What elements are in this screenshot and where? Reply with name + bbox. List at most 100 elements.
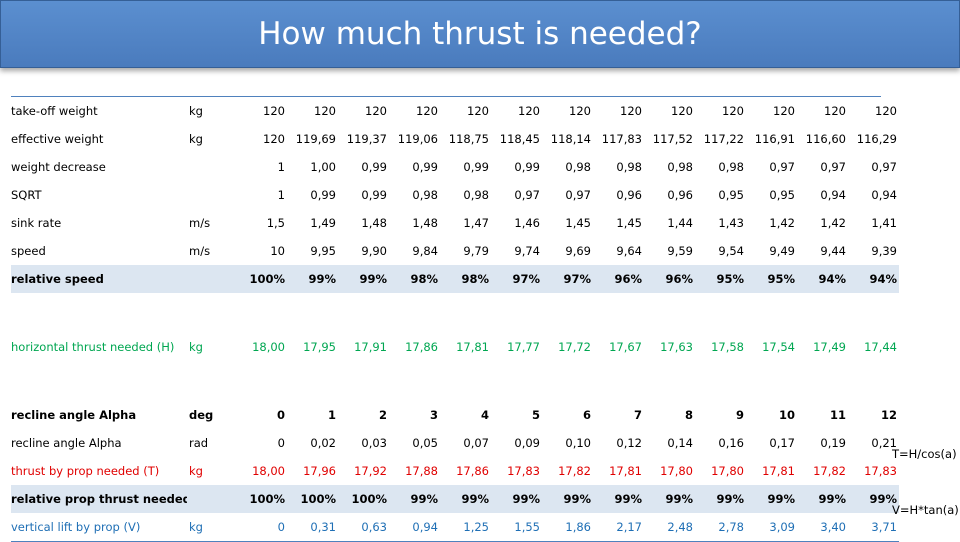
value-cell: 120 bbox=[569, 104, 591, 118]
value-cell: 120 bbox=[875, 104, 897, 118]
value-cell: 0,09 bbox=[514, 436, 540, 450]
row-label: SQRT bbox=[11, 188, 42, 202]
value-cell: 17,54 bbox=[762, 340, 795, 354]
value-cell: 99% bbox=[338, 265, 389, 293]
value-cell: 17,77 bbox=[507, 340, 540, 354]
table-row: SQRT 1 0,99 0,99 0,98 0,98 0,97 0,97 0,96 0,96 0,9… bbox=[11, 181, 899, 209]
table-row: relative prop thrust needed 100% 100% 100% 9… bbox=[11, 485, 899, 513]
value-cell: 0,98 bbox=[616, 160, 642, 174]
value-cell: 99% bbox=[848, 485, 899, 513]
value-cell: 99% bbox=[389, 485, 440, 513]
value-cell: 0,97 bbox=[514, 188, 540, 202]
value-cell: 1,42 bbox=[769, 216, 795, 230]
value-cell: 1,41 bbox=[871, 216, 897, 230]
value-cell: 9,90 bbox=[361, 244, 387, 258]
value-cell: 8 bbox=[684, 408, 693, 422]
value-cell: 1,25 bbox=[440, 513, 491, 542]
value-cell: 0,94 bbox=[820, 188, 846, 202]
row-unit bbox=[187, 485, 236, 513]
value-cell: 0,96 bbox=[616, 188, 642, 202]
value-cell: 99% bbox=[542, 485, 593, 513]
value-cell: 18,00 bbox=[252, 464, 285, 478]
value-cell: 3,40 bbox=[797, 513, 848, 542]
value-cell: 17,67 bbox=[609, 340, 642, 354]
value-cell: 1,45 bbox=[565, 216, 591, 230]
slide-title: How much thrust is needed? bbox=[258, 16, 702, 52]
value-cell: 1,55 bbox=[491, 513, 542, 542]
value-cell: 17,58 bbox=[711, 340, 744, 354]
value-cell: 0,02 bbox=[310, 436, 336, 450]
value-cell: 17,44 bbox=[864, 340, 897, 354]
value-cell: 0,99 bbox=[463, 160, 489, 174]
value-cell: 0 bbox=[236, 513, 287, 542]
value-cell: 0,99 bbox=[412, 160, 438, 174]
value-cell: 0,97 bbox=[565, 188, 591, 202]
value-cell: 98% bbox=[389, 265, 440, 293]
value-cell: 17,95 bbox=[303, 340, 336, 354]
value-cell: 1,46 bbox=[514, 216, 540, 230]
value-cell: 120 bbox=[773, 104, 795, 118]
value-cell: 99% bbox=[797, 485, 848, 513]
value-cell: 0,21 bbox=[871, 436, 897, 450]
row-unit bbox=[187, 265, 236, 293]
table-row: thrust by prop needed (T) kg 18,00 17,96 17,… bbox=[11, 457, 899, 485]
value-cell: 1,45 bbox=[616, 216, 642, 230]
value-cell: 17,63 bbox=[660, 340, 693, 354]
value-cell: 120 bbox=[263, 104, 285, 118]
value-cell: 118,14 bbox=[550, 132, 591, 146]
value-cell: 0,17 bbox=[769, 436, 795, 450]
value-cell: 0,98 bbox=[412, 188, 438, 202]
value-cell: 2,78 bbox=[695, 513, 746, 542]
value-cell: 17,86 bbox=[456, 464, 489, 478]
value-cell: 99% bbox=[644, 485, 695, 513]
value-cell: 116,60 bbox=[805, 132, 846, 146]
value-cell: 0,99 bbox=[361, 188, 387, 202]
value-cell: 1 bbox=[277, 160, 285, 174]
row-unit: kg bbox=[189, 104, 203, 118]
value-cell: 119,06 bbox=[397, 132, 438, 146]
lift-formula: V=H*tan(a) bbox=[892, 503, 959, 517]
spacer-row bbox=[11, 313, 899, 333]
value-cell: 9,39 bbox=[871, 244, 897, 258]
value-cell: 99% bbox=[491, 485, 542, 513]
value-cell: 120 bbox=[365, 104, 387, 118]
value-cell: 116,91 bbox=[754, 132, 795, 146]
value-cell: 18,00 bbox=[252, 340, 285, 354]
row-label: sink rate bbox=[11, 216, 62, 230]
value-cell: 0,19 bbox=[820, 436, 846, 450]
spacer-row bbox=[11, 361, 899, 381]
value-cell: 9,84 bbox=[412, 244, 438, 258]
row-label: vertical lift by prop (V) bbox=[11, 513, 187, 542]
value-cell: 1 bbox=[277, 188, 285, 202]
value-cell: 10 bbox=[778, 408, 795, 422]
value-cell: 0,99 bbox=[361, 160, 387, 174]
table-row: relative speed 100% 99% 99% 98% 98% 97% 97% 96% 9… bbox=[11, 265, 899, 293]
value-cell: 95% bbox=[746, 265, 797, 293]
value-cell: 17,80 bbox=[711, 464, 744, 478]
value-cell: 0,07 bbox=[463, 436, 489, 450]
value-cell: 0,95 bbox=[769, 188, 795, 202]
value-cell: 17,81 bbox=[609, 464, 642, 478]
value-cell: 1 bbox=[327, 408, 336, 422]
value-cell: 17,72 bbox=[558, 340, 591, 354]
value-cell: 120 bbox=[722, 104, 744, 118]
value-cell: 0 bbox=[276, 408, 285, 422]
value-cell: 9,54 bbox=[718, 244, 744, 258]
value-cell: 17,49 bbox=[813, 340, 846, 354]
value-cell: 1,42 bbox=[820, 216, 846, 230]
value-cell: 9,79 bbox=[463, 244, 489, 258]
value-cell: 94% bbox=[848, 265, 899, 293]
row-label: effective weight bbox=[11, 132, 104, 146]
spacer-cell bbox=[11, 293, 899, 313]
row-unit bbox=[187, 181, 236, 209]
value-cell: 99% bbox=[440, 485, 491, 513]
table-row: take-off weight kg 120 120 120 120 120 120 120 12… bbox=[11, 97, 899, 125]
value-cell: 118,75 bbox=[448, 132, 489, 146]
value-cell: 3,71 bbox=[848, 513, 899, 542]
value-cell: 2 bbox=[378, 408, 387, 422]
row-unit: kg bbox=[189, 464, 203, 478]
value-cell: 98% bbox=[440, 265, 491, 293]
row-unit: kg bbox=[189, 132, 203, 146]
value-cell: 120 bbox=[620, 104, 642, 118]
value-cell: 97% bbox=[542, 265, 593, 293]
